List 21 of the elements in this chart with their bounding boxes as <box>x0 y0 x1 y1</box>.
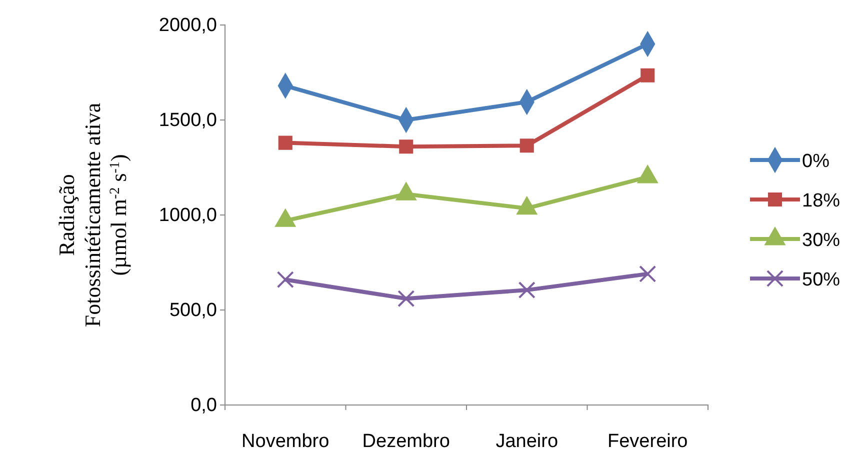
point <box>399 140 414 154</box>
point <box>276 271 294 288</box>
point <box>520 138 534 153</box>
x-tick-label: Novembro <box>242 431 330 450</box>
point <box>639 265 656 282</box>
legend-label: 50% <box>802 270 840 290</box>
x-tick-label: Janeiro <box>496 431 558 450</box>
x-tick-label: Dezembro <box>362 431 450 450</box>
y-tick-label: 1000,0 <box>158 205 217 226</box>
y-tick-label: 500,0 <box>169 300 217 322</box>
x-tick-label: Fevereiro <box>608 431 688 450</box>
legend-label: 18% <box>802 190 840 212</box>
point <box>398 290 415 308</box>
point <box>278 136 292 150</box>
legend-label: 0% <box>802 151 830 172</box>
y-tick-label: 2000,0 <box>158 15 217 36</box>
point <box>640 68 655 82</box>
y-tick-label: 1500,0 <box>158 110 217 132</box>
legend-label: 30% <box>802 230 840 251</box>
y-tick-label: 0,0 <box>190 395 217 416</box>
point <box>518 282 536 299</box>
